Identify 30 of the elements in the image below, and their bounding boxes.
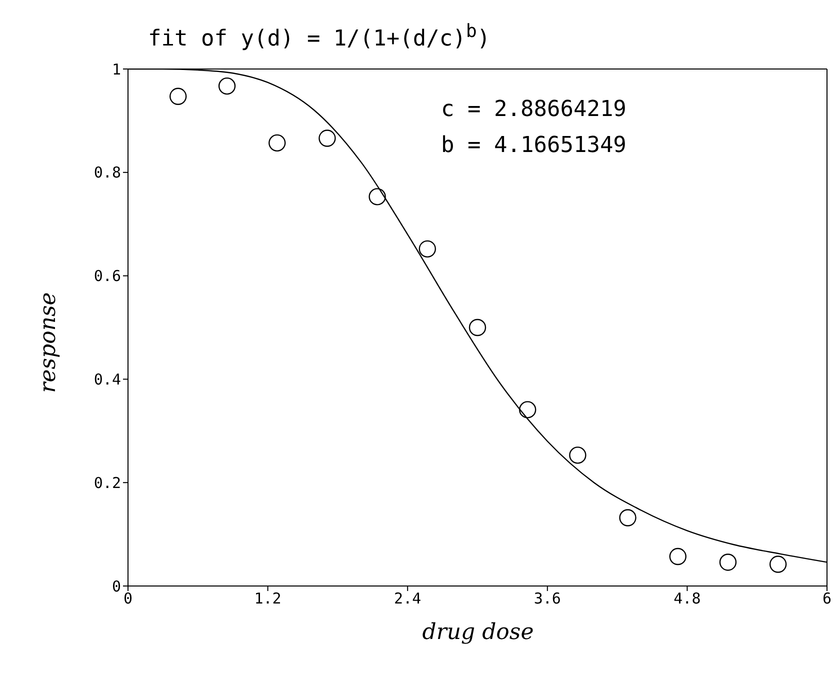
x-tick-label: 4.8 — [674, 590, 701, 608]
point — [669, 548, 686, 566]
x-tick-label: 1.2 — [254, 590, 282, 608]
x-axis-title: drug dose — [421, 620, 535, 645]
x-tick-label: 0 — [123, 590, 133, 608]
y-tick-label: 0 — [112, 577, 121, 596]
x-tick-label: 2.4 — [394, 590, 422, 608]
point — [569, 446, 586, 464]
annotation: b = 4.16651349 — [441, 132, 626, 160]
point — [468, 318, 486, 336]
point — [619, 509, 636, 526]
point — [518, 401, 536, 418]
y-tick-label: 0.8 — [94, 164, 121, 182]
chart-title: fit of y(d) = 1/(1+(d/c)$^{b}$) — [147, 20, 492, 54]
x-tick-label: 6 — [822, 590, 832, 608]
y-tick-label: 1 — [112, 60, 121, 78]
point — [169, 88, 187, 105]
point — [418, 240, 436, 258]
point — [268, 134, 286, 152]
point — [318, 130, 336, 147]
y-tick-label: 0.2 — [94, 474, 121, 492]
point — [769, 556, 787, 573]
point — [368, 188, 386, 206]
point — [719, 554, 737, 571]
y-tick-label: 0.6 — [94, 267, 121, 286]
point — [218, 77, 236, 95]
y-axis-title: response — [36, 292, 61, 392]
y-tick-label: 0.4 — [94, 370, 121, 389]
x-tick-label: 3.6 — [534, 590, 561, 608]
annotation: c = 2.88664219 — [441, 96, 626, 124]
